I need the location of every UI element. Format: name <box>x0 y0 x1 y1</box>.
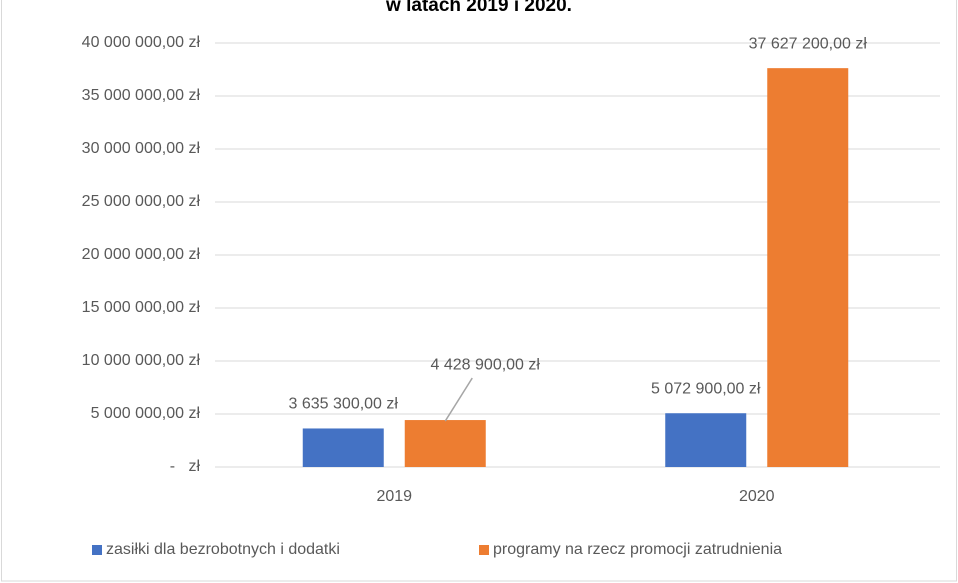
data-label: 4 428 900,00 zł <box>431 356 541 373</box>
data-label: 5 072 900,00 zł <box>651 380 761 397</box>
legend-label: zasiłki dla bezrobotnych i dodatki <box>106 541 340 558</box>
data-label: 37 627 200,00 zł <box>749 35 868 52</box>
y-tick-label: 25 000 000,00 zł <box>82 193 201 210</box>
y-tick-label: 10 000 000,00 zł <box>82 352 201 369</box>
data-label: 3 635 300,00 zł <box>289 396 399 413</box>
chart-title: w latach 2019 i 2020. <box>385 0 572 16</box>
legend-swatch <box>92 545 102 555</box>
bar <box>404 420 486 467</box>
y-tick-label: 40 000 000,00 zł <box>82 34 201 51</box>
y-tick-label: 20 000 000,00 zł <box>82 246 201 263</box>
x-tick-label: 2020 <box>739 488 775 505</box>
bar <box>767 68 849 468</box>
bar <box>302 428 384 467</box>
legend-swatch <box>479 545 489 555</box>
leader-line <box>444 377 473 422</box>
bar <box>665 413 747 467</box>
y-tick-label: - zł <box>170 458 201 475</box>
legend-label: programy na rzecz promocji zatrudnienia <box>493 541 782 558</box>
y-tick-label: 15 000 000,00 zł <box>82 299 201 316</box>
y-tick-label: 35 000 000,00 zł <box>82 87 201 104</box>
y-tick-label: 30 000 000,00 zł <box>82 140 201 157</box>
x-tick-label: 2019 <box>376 488 412 505</box>
y-tick-label: 5 000 000,00 zł <box>91 405 201 422</box>
